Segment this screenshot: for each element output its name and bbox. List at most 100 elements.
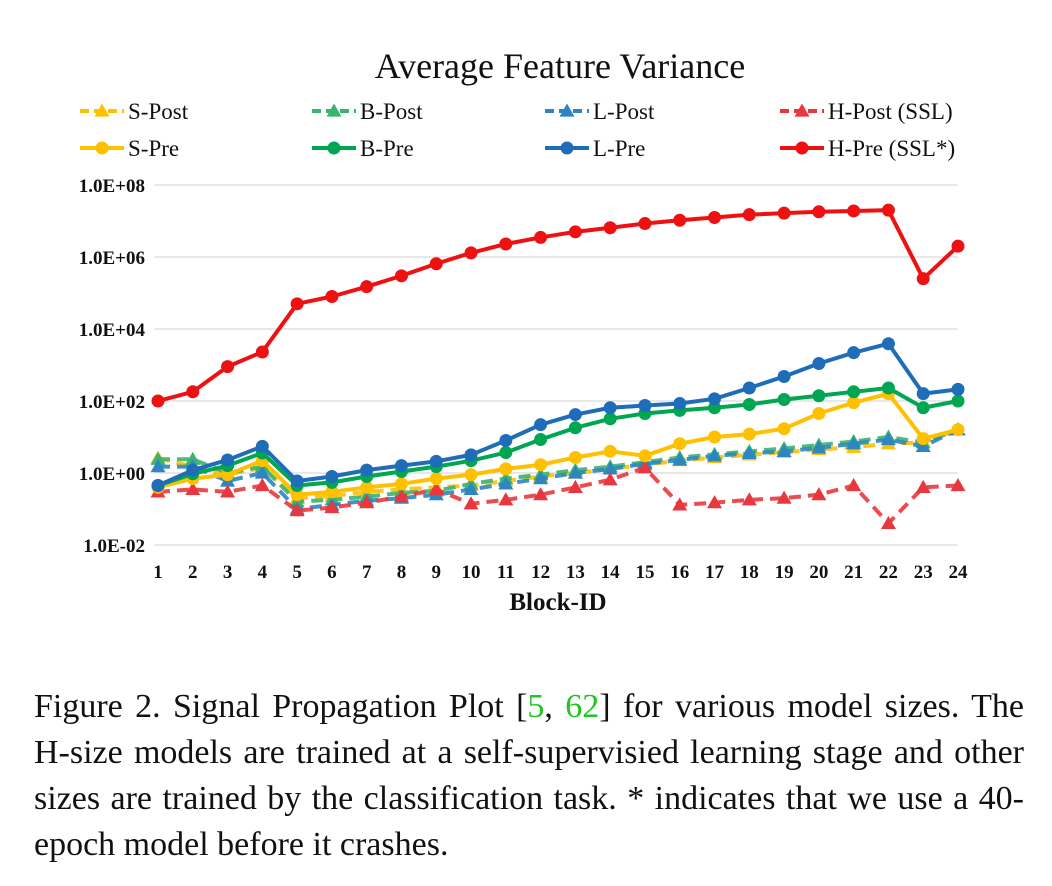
data-point — [220, 484, 236, 498]
data-point — [602, 461, 618, 475]
data-point — [151, 394, 165, 408]
series-line — [157, 465, 959, 526]
x-tick-label: 23 — [914, 562, 933, 583]
data-point — [568, 225, 582, 239]
data-point — [812, 406, 826, 420]
legend-label: S-Pre — [128, 136, 179, 161]
caption-ref-separator: , — [544, 688, 566, 725]
caption-label: Figure 2. — [34, 688, 161, 725]
data-point — [359, 495, 375, 509]
legend-swatch-marker — [560, 141, 574, 155]
legend-swatch-marker — [327, 141, 341, 155]
data-point — [742, 427, 756, 441]
data-point — [880, 515, 896, 529]
legend: S-Post B-Post L-Post H-Post (SSL) S-Pre B-Pre… — [80, 99, 955, 161]
y-tick-label: 1.0E-02 — [83, 536, 145, 557]
data-point — [498, 476, 514, 490]
data-point — [847, 204, 861, 218]
data-point — [185, 451, 201, 465]
data-point — [881, 203, 895, 217]
data-point — [603, 444, 617, 458]
y-tick-label: 1.0E+06 — [79, 248, 145, 269]
data-point — [325, 289, 339, 303]
caption-text-after: ] for various model sizes. The H-size mo… — [34, 688, 1024, 863]
data-point — [221, 360, 235, 374]
legend-label: L-Post — [593, 99, 655, 124]
x-tick-label: 22 — [879, 562, 898, 583]
legend-label: L-Pre — [593, 136, 645, 161]
x-tick-label: 8 — [397, 562, 407, 583]
data-point — [776, 490, 792, 504]
data-point — [394, 477, 408, 491]
data-point — [951, 394, 965, 408]
data-point — [567, 479, 583, 493]
data-point — [811, 440, 827, 454]
data-point — [812, 389, 826, 403]
data-point — [776, 443, 792, 457]
data-point — [290, 488, 304, 502]
data-point — [638, 398, 652, 412]
data-point — [429, 472, 443, 486]
data-point — [568, 450, 582, 464]
citation-link[interactable]: 62 — [565, 688, 600, 725]
legend-item: L-Post — [545, 99, 655, 124]
data-point — [916, 401, 930, 415]
legend-item: S-Pre — [80, 136, 179, 161]
data-point — [708, 430, 722, 444]
data-point — [429, 454, 443, 468]
data-point — [324, 500, 340, 514]
data-point — [951, 423, 965, 437]
data-point — [499, 446, 513, 460]
data-point — [290, 474, 304, 488]
x-tick-label: 5 — [292, 562, 302, 583]
y-tick-label: 1.0E+00 — [79, 464, 145, 485]
data-point — [568, 421, 582, 435]
data-point — [290, 297, 304, 311]
y-axis-ticks: 1.0E-02 1.0E+00 1.0E+02 1.0E+04 1.0E+06 1.0E+… — [79, 176, 146, 557]
data-point — [360, 480, 374, 494]
citation-link[interactable]: 5 — [527, 688, 545, 725]
data-point — [881, 337, 895, 351]
data-point — [254, 465, 270, 479]
y-tick-label: 1.0E+02 — [79, 392, 145, 413]
data-point — [185, 481, 201, 496]
data-point — [777, 369, 791, 383]
data-point — [673, 397, 687, 411]
data-point — [741, 492, 757, 506]
legend-swatch-marker — [794, 103, 810, 117]
series-h-pre-ssl — [151, 203, 965, 408]
data-point — [254, 477, 270, 492]
legend-item: S-Post — [80, 99, 189, 124]
caption-text-before: Signal Propagation Plot [ — [160, 688, 528, 725]
data-point — [638, 449, 652, 463]
data-point — [463, 481, 479, 496]
y-tick-label: 1.0E+04 — [79, 320, 146, 341]
legend-item: B-Post — [312, 99, 423, 124]
data-point — [150, 459, 166, 473]
data-point — [221, 468, 235, 482]
series-line — [157, 341, 959, 488]
legend-item: B-Pre — [312, 136, 414, 161]
x-tick-label: 10 — [462, 562, 481, 583]
x-tick-label: 14 — [601, 562, 621, 583]
data-point — [881, 381, 895, 395]
data-point — [916, 272, 930, 286]
data-point — [847, 346, 861, 360]
data-point — [186, 463, 200, 477]
data-point — [777, 206, 791, 220]
data-point — [672, 497, 688, 511]
x-tick-label: 3 — [223, 562, 233, 583]
data-point — [812, 357, 826, 371]
chart: Average Feature Variance S-Post B-Post L-P… — [79, 46, 968, 616]
data-point — [951, 239, 965, 253]
data-point — [742, 208, 756, 222]
data-point — [150, 451, 166, 465]
legend-label: H-Pre (SSL*) — [828, 136, 955, 161]
series-line — [158, 427, 959, 504]
data-point — [602, 472, 618, 486]
data-point — [151, 478, 165, 492]
data-point — [777, 422, 791, 436]
x-tick-label: 1 — [153, 562, 163, 583]
data-point — [255, 439, 269, 453]
data-point — [603, 221, 617, 235]
